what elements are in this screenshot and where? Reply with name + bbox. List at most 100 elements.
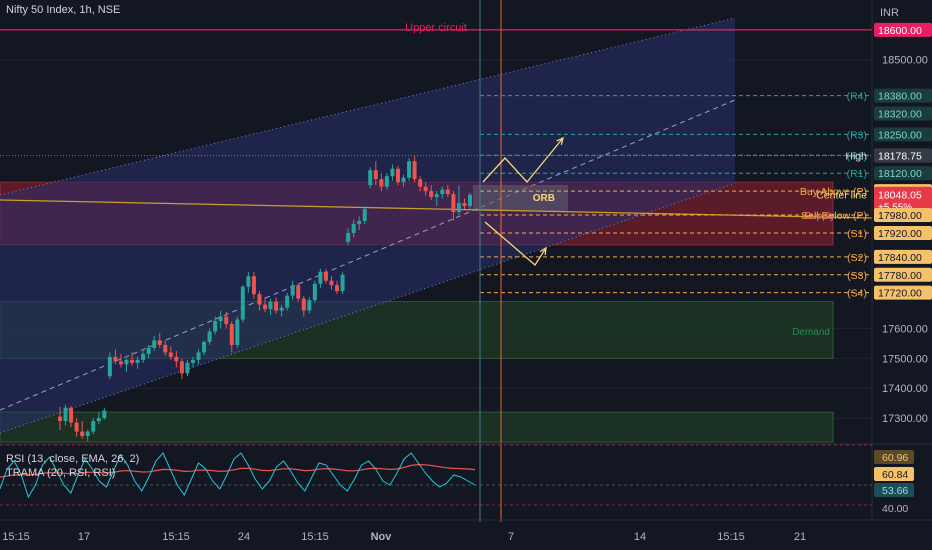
candle xyxy=(102,410,107,419)
candle xyxy=(246,276,251,287)
candle xyxy=(235,319,240,345)
rsi-tick-badge-0 xyxy=(874,450,914,464)
price-tick-label-1: 17600.00 xyxy=(882,324,928,336)
bull-projection-arrow xyxy=(482,137,564,183)
candle xyxy=(395,168,400,183)
candle xyxy=(141,353,146,360)
candle xyxy=(229,324,234,345)
candle xyxy=(168,352,173,357)
channel-mid-line xyxy=(0,99,736,411)
candle xyxy=(263,304,267,310)
orb-box xyxy=(473,185,568,211)
rsi-legend-label: RSI (13, close, EMA, 26, 2) xyxy=(6,453,140,465)
candle xyxy=(96,418,101,422)
rsi-tick-badge-1 xyxy=(874,467,914,481)
chart-title: Nifty 50 Index, 1h, NSE xyxy=(6,4,121,16)
level-s1-badge xyxy=(874,225,932,240)
level-value-2-badge-text: 18320.00 xyxy=(878,108,922,120)
candle xyxy=(118,361,123,365)
candle xyxy=(163,344,168,353)
time-tick-label-0: 15:15 xyxy=(2,531,30,543)
candle xyxy=(351,223,356,233)
time-tick-label-1: 17 xyxy=(78,531,90,543)
level-s2-badge-text: 17840.00 xyxy=(878,252,922,264)
candle xyxy=(440,189,445,195)
time-tick-label-7: 14 xyxy=(634,531,646,543)
candle xyxy=(285,295,290,308)
level-r3-label: (R3) xyxy=(847,129,867,141)
time-tick-label-9: 21 xyxy=(794,531,806,543)
candle xyxy=(462,203,467,207)
candle xyxy=(362,209,367,221)
level-s2-badge xyxy=(874,249,932,264)
level-r1-label: (R1) xyxy=(847,168,867,180)
rsi-legend: RSI (13, close, EMA, 26, 2) TRAMA (20, R… xyxy=(6,452,139,480)
candle xyxy=(174,356,179,362)
candle xyxy=(368,170,373,186)
candle xyxy=(202,341,207,353)
regression-channel xyxy=(0,18,735,433)
candle xyxy=(340,274,345,292)
level-s2-label: (S2) xyxy=(847,252,867,264)
level-s4-label: (S4) xyxy=(847,288,867,300)
level-r4-badge xyxy=(874,88,932,103)
level-center-line-label: Center line xyxy=(816,190,867,202)
level-s1-label: (S1) xyxy=(847,228,867,240)
candle xyxy=(384,176,389,187)
rsi-line xyxy=(0,452,476,499)
candle xyxy=(91,421,96,432)
candle xyxy=(218,316,223,322)
time-tick-label-2: 15:15 xyxy=(162,531,190,543)
candle xyxy=(456,203,461,213)
currency-label: INR xyxy=(880,7,899,19)
candle xyxy=(251,276,256,295)
time-tick-label-3: 24 xyxy=(238,531,250,543)
candle xyxy=(185,362,190,374)
level-sell-below-p-badge-text: 17980.00 xyxy=(878,210,922,222)
candle xyxy=(451,194,456,213)
candle xyxy=(335,285,340,292)
level-r4-badge-text: 18380.00 xyxy=(878,91,922,103)
candle xyxy=(445,189,450,195)
candle xyxy=(74,422,79,432)
bear-projection-arrow xyxy=(484,221,547,266)
demand-zone-2 xyxy=(0,411,834,443)
level-r3-badge-text: 18250.00 xyxy=(878,129,922,141)
level-s1-badge-text: 17920.00 xyxy=(878,228,922,240)
rsi-tick-label-0: 60.96 xyxy=(882,452,908,464)
candle xyxy=(423,186,428,192)
level-r4-label: (R4) xyxy=(847,91,867,103)
bull-projection-arrow-head xyxy=(556,136,564,145)
level-s3-label: (S3) xyxy=(847,270,867,282)
level-high-badge xyxy=(874,148,932,163)
candle xyxy=(468,194,472,207)
level-high-label: High xyxy=(845,151,867,163)
price-tick-label-0: 18500.00 xyxy=(882,55,928,67)
level-center-line-badge-text: 18048.05 xyxy=(878,190,922,202)
level-value-2-badge xyxy=(874,106,932,121)
candle xyxy=(301,298,306,311)
candle xyxy=(329,280,334,286)
rsi-tick-label-1: 60.84 xyxy=(882,469,908,481)
candle xyxy=(85,431,90,437)
candle xyxy=(373,170,378,180)
level-center-line-badge xyxy=(874,186,932,215)
candle xyxy=(307,300,312,311)
trama-legend-label: TRAMA (20, RSI, RSI) xyxy=(6,467,116,479)
candle xyxy=(318,271,323,284)
time-tick-label-8: 15:15 xyxy=(717,531,745,543)
price-tick-label-3: 17400.00 xyxy=(882,383,928,395)
candle xyxy=(290,285,295,296)
upper-circuit-label: Upper circuit xyxy=(405,22,467,34)
candle xyxy=(190,359,195,363)
price-tick-label-2: 17500.00 xyxy=(882,353,928,365)
level-sell-below-p-label: Sell Below (P) xyxy=(801,210,867,222)
supply-label: Supply xyxy=(804,211,835,222)
candle xyxy=(224,316,229,325)
candle xyxy=(80,431,85,437)
candle xyxy=(130,359,135,363)
candle xyxy=(407,161,412,178)
level-r1-badge-text: 18120.00 xyxy=(878,168,922,180)
